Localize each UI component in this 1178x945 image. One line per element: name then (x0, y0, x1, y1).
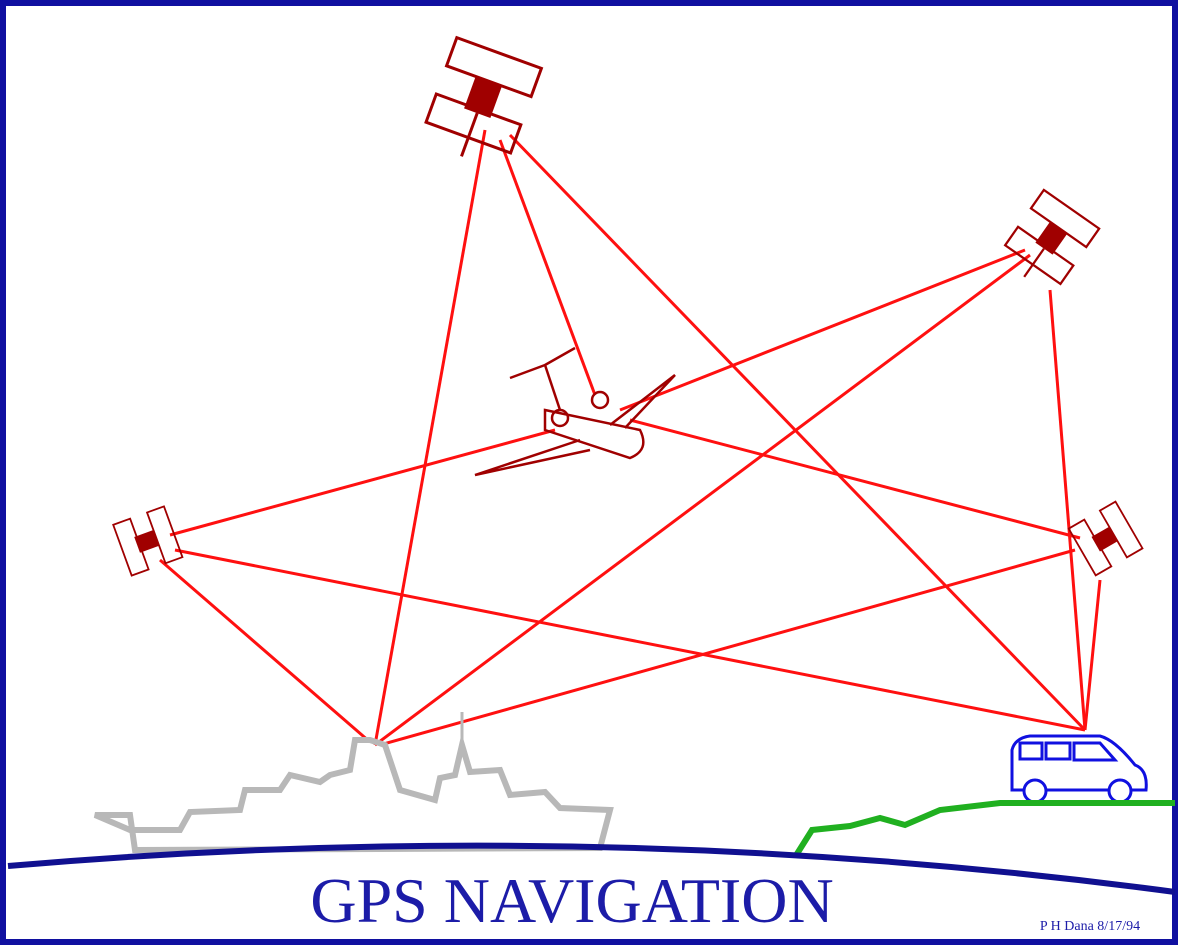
gps-diagram: GPS NAVIGATION P H Dana 8/17/94 (0, 0, 1178, 945)
title: GPS NAVIGATION (310, 865, 833, 936)
credit: P H Dana 8/17/94 (1040, 919, 1140, 934)
wheel (1024, 780, 1046, 802)
wheel (1109, 780, 1131, 802)
